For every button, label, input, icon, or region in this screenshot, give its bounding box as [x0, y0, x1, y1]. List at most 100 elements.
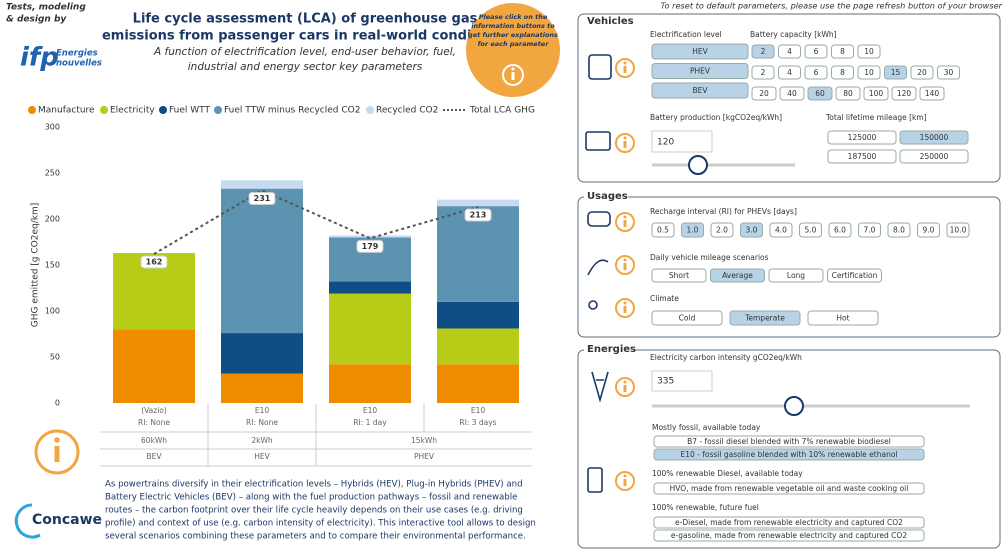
option-button[interactable]: [751, 44, 775, 59]
option-label: 20: [917, 68, 927, 77]
info-button-glyph: [623, 61, 627, 65]
option-button[interactable]: [768, 268, 824, 283]
option-button[interactable]: [653, 529, 925, 542]
option-button[interactable]: [653, 435, 925, 448]
icon-powertrain: [588, 54, 612, 80]
option-button[interactable]: [827, 149, 897, 164]
info-button[interactable]: [615, 255, 635, 275]
option-button[interactable]: [807, 86, 833, 101]
option-label: HEV: [692, 47, 708, 56]
option-button[interactable]: [804, 44, 828, 59]
icon-pylon: [591, 371, 609, 403]
option-label: 120: [897, 89, 912, 98]
icon-road: [587, 259, 609, 276]
x-tick-label: RI: 3 days: [459, 418, 496, 427]
option-button[interactable]: [779, 86, 805, 101]
option-label: 7.0: [864, 226, 876, 235]
bar-segment: [329, 293, 411, 365]
option-button[interactable]: [910, 65, 934, 80]
option-label: 4.0: [775, 226, 787, 235]
vehicles-box: [577, 13, 1001, 183]
option-button[interactable]: [919, 86, 945, 101]
data-label: 231: [254, 194, 271, 203]
option-button[interactable]: [651, 82, 749, 99]
option-button[interactable]: [899, 130, 969, 145]
option-button[interactable]: [751, 86, 777, 101]
option-label: e-Diesel, made from renewable electricit…: [675, 518, 903, 527]
option-button[interactable]: [729, 310, 801, 326]
option-button[interactable]: [807, 310, 879, 326]
slider-knob[interactable]: [688, 155, 708, 175]
option-button[interactable]: [769, 222, 793, 238]
option-button[interactable]: [857, 44, 881, 59]
option-button[interactable]: [710, 268, 765, 283]
info-button[interactable]: [615, 133, 635, 153]
y-tick-label: 250: [45, 169, 60, 178]
option-label: 10: [864, 47, 874, 56]
option-button[interactable]: [899, 149, 969, 164]
info-button-glyph: [623, 306, 627, 313]
option-button[interactable]: [858, 222, 881, 238]
option-button[interactable]: [740, 222, 763, 238]
x-tick-label: RI: None: [138, 418, 170, 427]
option-button[interactable]: [681, 222, 704, 238]
number-input[interactable]: [651, 130, 713, 153]
slider-knob[interactable]: [784, 396, 804, 416]
field-label: Climate: [650, 294, 679, 303]
option-button[interactable]: [751, 65, 775, 80]
option-button[interactable]: [804, 65, 828, 80]
info-badge: [466, 3, 560, 97]
option-button[interactable]: [835, 86, 861, 101]
option-button[interactable]: [857, 65, 881, 80]
legend-swatch: [159, 106, 167, 114]
info-button[interactable]: [615, 58, 635, 78]
option-label: 4: [787, 47, 792, 56]
option-label: 2.0: [716, 226, 728, 235]
option-button[interactable]: [827, 130, 897, 145]
option-label: 10: [864, 68, 874, 77]
option-label: 2: [761, 47, 766, 56]
option-button[interactable]: [799, 222, 822, 238]
option-button[interactable]: [651, 63, 749, 79]
option-button[interactable]: [831, 44, 854, 59]
x-group-label: 2kWh: [251, 436, 273, 445]
option-button[interactable]: [831, 65, 854, 80]
x-tick-label: E10: [471, 406, 486, 415]
option-button[interactable]: [884, 65, 907, 80]
option-label: 1.0: [687, 226, 699, 235]
option-button[interactable]: [651, 310, 723, 326]
option-button[interactable]: [778, 44, 801, 59]
x-tick-label: E10: [363, 406, 378, 415]
info-icon-large[interactable]: [34, 429, 80, 475]
option-button[interactable]: [827, 268, 882, 283]
info-button[interactable]: [615, 471, 635, 491]
option-button[interactable]: [653, 448, 925, 461]
option-button[interactable]: [946, 222, 970, 238]
info-button-glyph: [623, 479, 627, 486]
info-button[interactable]: [615, 377, 635, 397]
option-button[interactable]: [651, 268, 707, 283]
badge-line: Please click on the: [479, 13, 548, 21]
credit: & design by: [6, 15, 67, 25]
option-button[interactable]: [937, 65, 960, 80]
option-button[interactable]: [653, 482, 925, 495]
option-button[interactable]: [710, 222, 734, 238]
option-button[interactable]: [828, 222, 852, 238]
option-button[interactable]: [863, 86, 889, 101]
info-button[interactable]: [615, 212, 635, 232]
option-button[interactable]: [651, 222, 675, 238]
x-tick-label: E10: [255, 406, 270, 415]
option-button[interactable]: [917, 222, 940, 238]
concawe-swoosh: [14, 503, 41, 539]
number-input[interactable]: [651, 370, 713, 392]
option-button[interactable]: [653, 516, 925, 529]
badge-line: information buttons to: [471, 22, 555, 30]
logo-sub: Energies: [56, 49, 98, 59]
option-button[interactable]: [887, 222, 911, 238]
option-button[interactable]: [891, 86, 917, 101]
option-button[interactable]: [778, 65, 801, 80]
info-button[interactable]: [615, 298, 635, 318]
x-group-label: PHEV: [414, 452, 435, 461]
data-label-bg: [464, 208, 492, 222]
option-button[interactable]: [651, 43, 749, 60]
